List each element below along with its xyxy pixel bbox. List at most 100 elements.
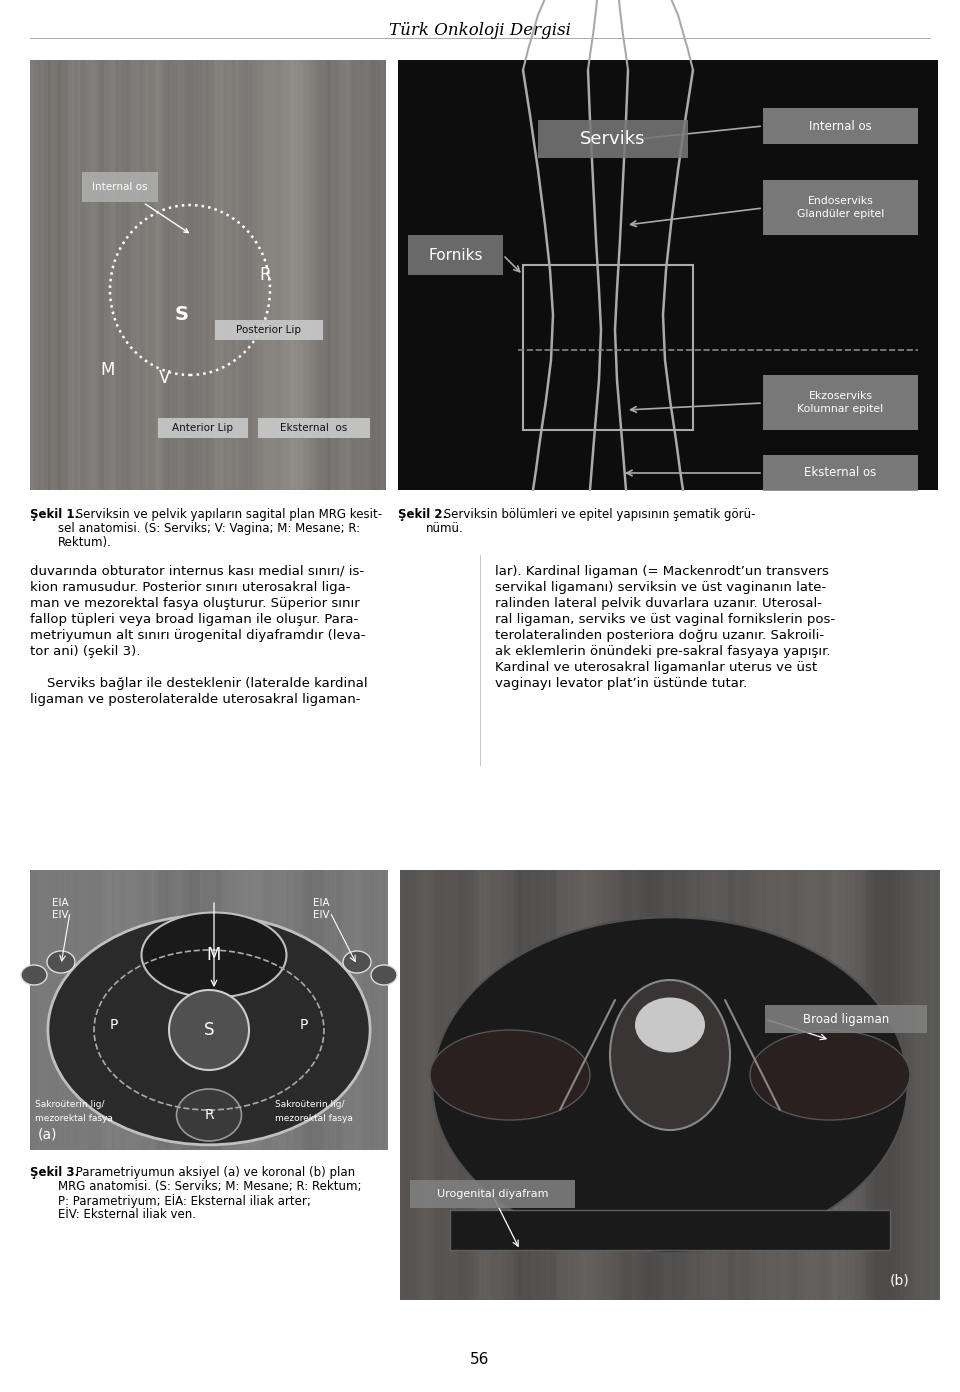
- Text: ak eklemlerin önündeki pre-sakral fasyaya yapışır.: ak eklemlerin önündeki pre-sakral fasyay…: [495, 644, 830, 658]
- Bar: [708, 870, 710, 1300]
- Bar: [176, 870, 178, 1150]
- Bar: [316, 60, 318, 490]
- Bar: [252, 60, 254, 490]
- Bar: [538, 870, 540, 1300]
- Bar: [746, 870, 748, 1300]
- Bar: [208, 60, 210, 490]
- Bar: [108, 870, 110, 1150]
- Bar: [506, 870, 508, 1300]
- Bar: [550, 870, 552, 1300]
- Text: Broad ligaman: Broad ligaman: [803, 1012, 889, 1026]
- Bar: [272, 60, 274, 490]
- Text: fallop tüpleri veya broad ligaman ile oluşur. Para-: fallop tüpleri veya broad ligaman ile ol…: [30, 612, 358, 626]
- Bar: [326, 870, 328, 1150]
- Text: Şekil 1.: Şekil 1.: [30, 508, 79, 521]
- Bar: [638, 870, 640, 1300]
- Bar: [422, 870, 424, 1300]
- Bar: [696, 870, 698, 1300]
- Bar: [128, 870, 130, 1150]
- Bar: [678, 870, 680, 1300]
- Bar: [814, 870, 816, 1300]
- Bar: [398, 60, 938, 490]
- Bar: [830, 870, 832, 1300]
- Bar: [50, 870, 52, 1150]
- Bar: [210, 60, 212, 490]
- Bar: [658, 870, 660, 1300]
- Bar: [408, 235, 503, 276]
- Bar: [42, 870, 44, 1150]
- Text: M: M: [206, 947, 221, 965]
- Bar: [102, 60, 104, 490]
- Bar: [200, 60, 202, 490]
- Bar: [284, 870, 286, 1150]
- Bar: [754, 870, 756, 1300]
- Ellipse shape: [750, 1030, 910, 1121]
- Bar: [100, 60, 102, 490]
- Bar: [30, 60, 385, 490]
- Bar: [628, 870, 630, 1300]
- Bar: [40, 60, 42, 490]
- Bar: [278, 870, 280, 1150]
- Bar: [878, 870, 880, 1300]
- Bar: [670, 870, 672, 1300]
- Bar: [410, 1180, 575, 1208]
- Bar: [296, 870, 298, 1150]
- Bar: [430, 870, 432, 1300]
- Bar: [232, 60, 234, 490]
- Bar: [70, 870, 72, 1150]
- Text: Internal os: Internal os: [92, 182, 188, 232]
- Bar: [472, 870, 474, 1300]
- Bar: [562, 870, 564, 1300]
- Bar: [114, 870, 116, 1150]
- Bar: [274, 870, 276, 1150]
- Bar: [168, 870, 170, 1150]
- Text: terolateralinden posteriora doğru uzanır. Sakroili-: terolateralinden posteriora doğru uzanır…: [495, 629, 824, 642]
- Bar: [328, 870, 330, 1150]
- Bar: [180, 870, 182, 1150]
- Bar: [148, 60, 150, 490]
- Bar: [242, 60, 244, 490]
- Bar: [178, 870, 180, 1150]
- Bar: [668, 870, 670, 1300]
- Bar: [290, 60, 292, 490]
- Bar: [334, 60, 336, 490]
- Ellipse shape: [141, 913, 286, 998]
- Bar: [532, 870, 534, 1300]
- Bar: [378, 870, 380, 1150]
- Bar: [736, 870, 738, 1300]
- Bar: [410, 870, 412, 1300]
- Bar: [230, 870, 232, 1150]
- Bar: [62, 60, 64, 490]
- Text: Eksternal os: Eksternal os: [804, 466, 876, 479]
- Ellipse shape: [635, 998, 705, 1052]
- Bar: [530, 870, 532, 1300]
- Bar: [784, 870, 786, 1300]
- Bar: [796, 870, 798, 1300]
- Bar: [166, 60, 168, 490]
- Bar: [740, 870, 742, 1300]
- Bar: [462, 870, 464, 1300]
- Bar: [788, 870, 790, 1300]
- Bar: [540, 870, 542, 1300]
- Bar: [686, 870, 688, 1300]
- Bar: [560, 870, 562, 1300]
- Bar: [78, 870, 80, 1150]
- Text: Türk Onkoloji Dergisi: Türk Onkoloji Dergisi: [389, 22, 571, 39]
- Bar: [286, 60, 288, 490]
- Text: Anterior Lip: Anterior Lip: [173, 423, 233, 433]
- Bar: [186, 870, 188, 1150]
- Bar: [778, 870, 780, 1300]
- Bar: [48, 870, 50, 1150]
- Bar: [608, 870, 610, 1300]
- Bar: [850, 870, 852, 1300]
- Bar: [38, 60, 40, 490]
- Bar: [342, 870, 344, 1150]
- Bar: [234, 870, 236, 1150]
- Bar: [464, 870, 466, 1300]
- Text: nümü.: nümü.: [426, 522, 464, 535]
- Bar: [732, 870, 734, 1300]
- Bar: [336, 60, 338, 490]
- Bar: [154, 870, 156, 1150]
- Bar: [620, 870, 622, 1300]
- Bar: [240, 870, 242, 1150]
